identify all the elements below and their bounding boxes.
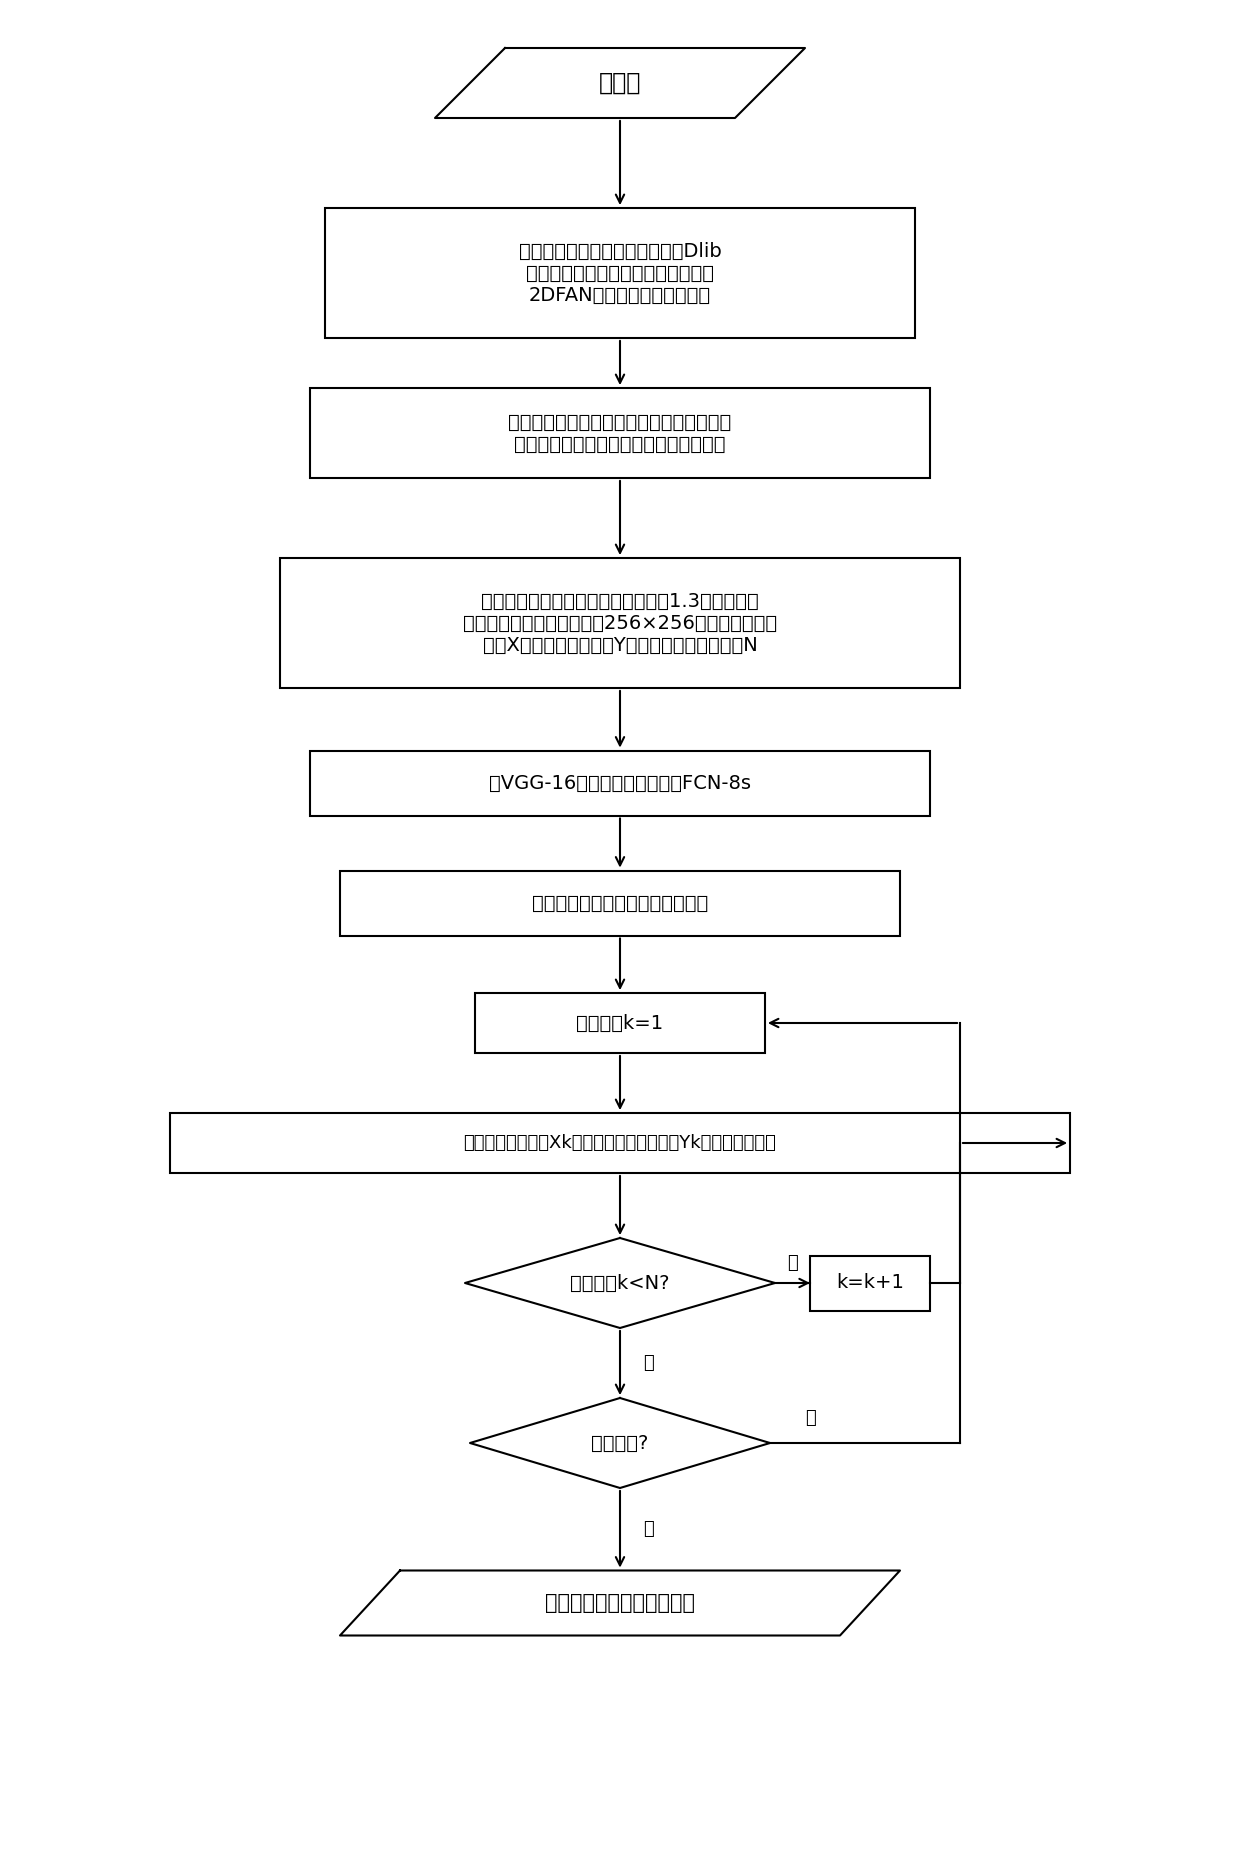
Bar — [325, 209, 915, 337]
Text: 图片序号k<N?: 图片序号k<N? — [570, 1274, 670, 1293]
Polygon shape — [340, 1571, 900, 1636]
Text: 输入为训练集图片Xk，标签为正确掩模图片Yk，训练分割网络: 输入为训练集图片Xk，标签为正确掩模图片Yk，训练分割网络 — [464, 1135, 776, 1151]
Text: 对每一视频帧进行预处理，使用Dlib
库中的卷积神经网络选取脸部框，用
2DFAN网络对标志点进行检测: 对每一视频帧进行预处理，使用Dlib 库中的卷积神经网络选取脸部框，用 2DFA… — [518, 242, 722, 304]
Bar — [810, 1256, 930, 1310]
Text: 设置分割网络损失函数和优化算法: 设置分割网络损失函数和优化算法 — [532, 894, 708, 913]
Text: 否: 否 — [787, 1254, 797, 1272]
Text: 训练完成?: 训练完成? — [591, 1433, 649, 1453]
Bar — [340, 870, 900, 935]
Text: 训练集: 训练集 — [599, 71, 641, 95]
Text: 以VGG-16为骨架搭建分割网络FCN-8s: 以VGG-16为骨架搭建分割网络FCN-8s — [489, 773, 751, 792]
Text: 否: 否 — [805, 1408, 816, 1427]
Bar — [310, 388, 930, 479]
Text: 在视频帧和对应的正确掩模上，裁剪1.3倍人脸区域
的图片，并三次插值采样到256×256，得到训练集图
片集X和正确掩模图片集Y，集合中图片数量都为N: 在视频帧和对应的正确掩模上，裁剪1.3倍人脸区域 的图片，并三次插值采样到256… — [463, 591, 777, 654]
Bar — [310, 751, 930, 816]
Text: 是: 是 — [642, 1520, 653, 1539]
Polygon shape — [470, 1397, 770, 1489]
Text: 是: 是 — [642, 1354, 653, 1371]
Bar — [475, 993, 765, 1053]
Text: 图片序号k=1: 图片序号k=1 — [577, 1013, 663, 1032]
Bar — [170, 1112, 1070, 1174]
Polygon shape — [465, 1239, 775, 1328]
Text: k=k+1: k=k+1 — [836, 1274, 904, 1293]
Text: 根据鼻尖点位置，水平平移，矫正人脸框，
以保证鼻尖点位于人脸框的垂直中心线上: 根据鼻尖点位置，水平平移，矫正人脸框， 以保证鼻尖点位于人脸框的垂直中心线上 — [508, 412, 732, 453]
Bar — [280, 559, 960, 687]
Polygon shape — [435, 48, 805, 117]
Text: 保存分割网络模型和权重值: 保存分割网络模型和权重值 — [546, 1593, 694, 1613]
